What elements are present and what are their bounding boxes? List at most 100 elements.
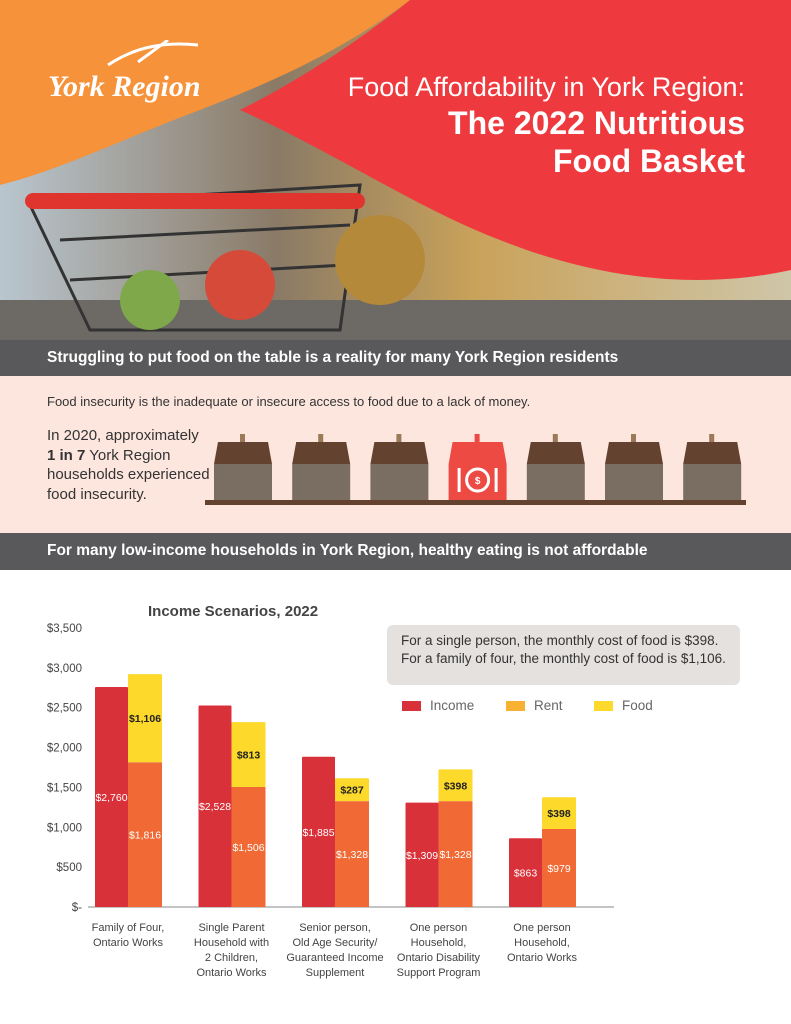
legend-food: Food [594,698,653,713]
category-label-line: Household, [410,937,467,949]
category-label-line: Household, [514,937,570,949]
legend-income: Income [402,698,474,713]
label-food: $287 [340,785,364,797]
house-icon [214,434,272,500]
legend-rent: Rent [506,698,563,713]
bar-income [405,802,439,907]
chimney [474,434,480,442]
category-label: One person Household, Ontario Works [487,921,597,966]
chimney [709,434,715,442]
house-icon [370,434,429,500]
bar-rent [128,762,162,907]
bar-food [335,778,369,802]
chimney [318,434,324,442]
label-rent: $1,816 [129,830,161,842]
york-region-logo: York Region [48,40,201,104]
bar-food [542,797,576,829]
bar-food [128,674,162,763]
bar-income [198,705,232,907]
house-body [683,464,742,500]
label-income: $1,885 [302,827,334,839]
bar-rent [438,801,473,907]
chimney [552,434,558,442]
roof [292,442,351,464]
label-income: $1,309 [406,850,438,862]
category-label-line: 2 Children, [204,952,259,964]
y-tick-label: $- [72,902,82,914]
roof [683,442,742,464]
house-body [292,464,351,500]
category-label-line: Senior person, [299,922,371,934]
bar-rent [335,801,369,907]
highlighted-house-icon: $ [448,434,507,500]
chimney [240,434,245,442]
category-label-line: One person [513,922,571,934]
label-food: $813 [237,750,261,762]
y-tick-label: $500 [56,862,82,874]
legend-swatch [506,700,525,711]
label-income: $2,760 [95,792,127,804]
orange-shape [0,0,410,185]
roof [214,442,272,464]
label-income: $2,528 [199,801,231,813]
category-label-line: Ontario Disability [396,952,481,964]
house-body [214,464,272,500]
category-label-line: Single Parent [198,922,265,934]
category-label-line: Ontario Works [506,952,578,964]
label-food: $398 [444,780,468,792]
label-food: $1,106 [129,713,161,725]
roof [526,442,585,464]
category-label: Single Parent Household with 2 Children, On… [177,921,287,981]
bar-food [438,769,473,802]
y-tick-label: $2,000 [47,743,82,755]
category-label-line: Household with [193,937,270,949]
category-label-line: Ontario Works [196,967,267,979]
hero-image [0,0,791,340]
roof [448,442,507,464]
hero-header: York Region Food Affordability in York R… [0,0,791,340]
house-icon [683,434,742,500]
banner-struggling: Struggling to put food on the table is a… [0,340,791,377]
category-label-line: Guaranteed Income [286,952,384,964]
roof [605,442,663,464]
callout-box: For a single person, the monthly cost of… [387,625,740,685]
category-label: Family of Four, Ontario Works [73,921,183,951]
y-tick-label: $1,500 [47,782,82,794]
house-icon [605,434,663,500]
knife-icon [494,468,498,492]
chimney [396,434,402,442]
bar-income [509,838,542,907]
red-shape [240,0,791,280]
legend-swatch [594,700,613,711]
bar-rent [542,828,576,907]
house-body [605,464,663,500]
chimney [631,434,636,442]
category-label-line: Family of Four, [91,922,165,934]
cart-handle [25,193,365,209]
stat-text: In 2020, approximately 1 in 7 York Regio… [47,427,210,503]
label-food: $398 [547,808,571,820]
house-icon [526,434,585,500]
category-label: One person Household, Ontario Disability Su… [384,921,494,981]
y-tick-label: $3,500 [47,623,82,635]
category-label: Senior person, Old Age Security/Guarantee… [280,921,390,981]
dollar-icon: $ [475,476,481,487]
bar-income [302,756,335,907]
y-tick-label: $3,000 [47,663,82,675]
category-label-line: Old Age Security/ [292,937,378,949]
label-income: $863 [514,868,538,880]
ground-line [205,500,746,505]
definition-text: Food insecurity is the inadequate or ins… [47,394,531,409]
house-body [370,464,429,500]
banner-affordability: For many low-income households in York R… [0,533,791,570]
category-label-line: Supplement [305,967,365,979]
legend-swatch [402,700,421,711]
bar-food [231,722,266,787]
chart-title: Income Scenarios, 2022 [148,603,319,620]
label-rent: $1,328 [336,849,368,861]
houses-illustration: $ [205,434,746,505]
label-rent: $1,328 [439,849,471,861]
label-rent: $979 [547,863,571,875]
category-label-line: Support Program [396,967,481,979]
